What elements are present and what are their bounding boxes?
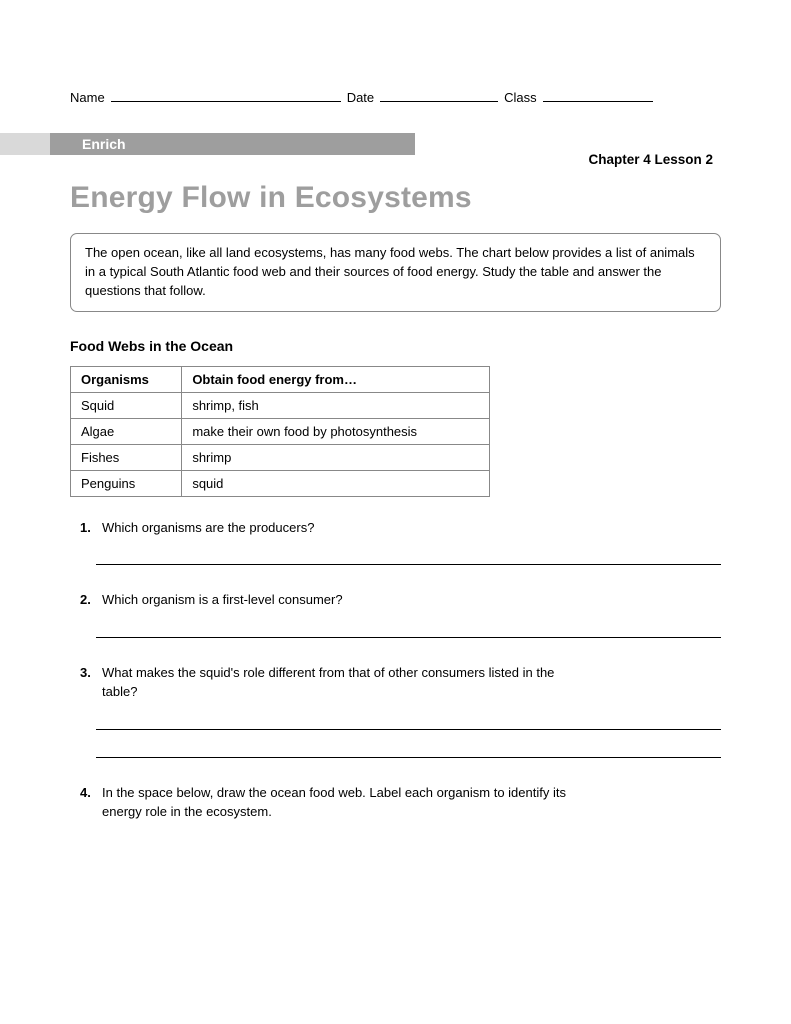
q2-answer-line[interactable]	[96, 620, 721, 638]
cell-organism: Fishes	[71, 444, 182, 470]
q1-answer-line[interactable]	[96, 547, 721, 565]
date-blank[interactable]	[380, 88, 498, 102]
col-organisms: Organisms	[71, 366, 182, 392]
q3-text: What makes the squid's role different fr…	[102, 664, 582, 702]
chapter-lesson: Chapter 4 Lesson 2	[588, 152, 713, 167]
question-1: 1. Which organisms are the producers?	[80, 519, 721, 538]
cell-organism: Algae	[71, 418, 182, 444]
name-label: Name	[70, 90, 105, 105]
enrich-bar: Enrich	[0, 133, 415, 155]
cell-source: shrimp	[182, 444, 490, 470]
q1-text: Which organisms are the producers?	[102, 519, 314, 538]
q4-text: In the space below, draw the ocean food …	[102, 784, 582, 822]
table-row: Squid shrimp, fish	[71, 392, 490, 418]
cell-source: squid	[182, 470, 490, 496]
cell-source: shrimp, fish	[182, 392, 490, 418]
page-title: Energy Flow in Ecosystems	[70, 181, 721, 215]
class-blank[interactable]	[543, 88, 653, 102]
header-fields: Name Date Class	[70, 88, 721, 105]
enrich-label: Enrich	[82, 136, 126, 152]
cell-source: make their own food by photosynthesis	[182, 418, 490, 444]
q1-number: 1.	[80, 519, 96, 538]
q2-text: Which organism is a first-level consumer…	[102, 591, 343, 610]
q4-number: 4.	[80, 784, 96, 822]
name-blank[interactable]	[111, 88, 341, 102]
table-header-row: Organisms Obtain food energy from…	[71, 366, 490, 392]
section-heading: Food Webs in the Ocean	[70, 338, 721, 354]
q2-number: 2.	[80, 591, 96, 610]
date-label: Date	[347, 90, 374, 105]
cell-organism: Penguins	[71, 470, 182, 496]
q3-answer-line-2[interactable]	[96, 740, 721, 758]
q3-answer-line-1[interactable]	[96, 712, 721, 730]
col-energy: Obtain food energy from…	[182, 366, 490, 392]
food-web-table: Organisms Obtain food energy from… Squid…	[70, 366, 490, 497]
question-4: 4. In the space below, draw the ocean fo…	[80, 784, 721, 822]
class-label: Class	[504, 90, 537, 105]
question-2: 2. Which organism is a first-level consu…	[80, 591, 721, 610]
table-row: Algae make their own food by photosynthe…	[71, 418, 490, 444]
cell-organism: Squid	[71, 392, 182, 418]
q3-number: 3.	[80, 664, 96, 702]
question-3: 3. What makes the squid's role different…	[80, 664, 721, 702]
table-row: Fishes shrimp	[71, 444, 490, 470]
table-row: Penguins squid	[71, 470, 490, 496]
intro-text: The open ocean, like all land ecosystems…	[85, 245, 695, 298]
intro-box: The open ocean, like all land ecosystems…	[70, 233, 721, 312]
